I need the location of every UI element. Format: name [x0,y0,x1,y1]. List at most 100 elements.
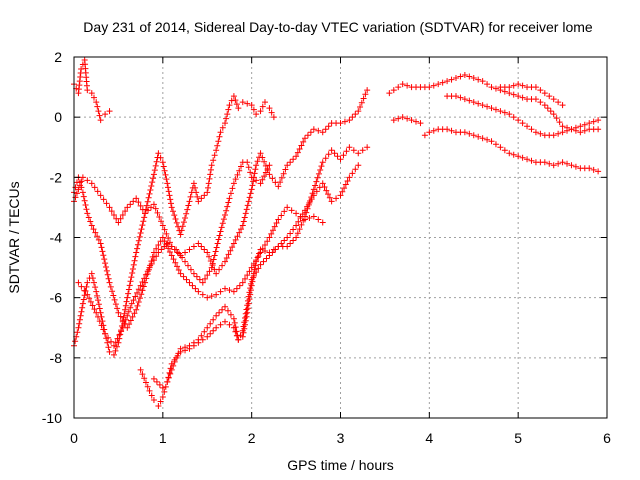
data-point [79,300,86,307]
data-point [84,291,91,298]
data-point [284,234,291,241]
data-point [129,265,136,272]
data-point [152,205,159,212]
y-tick-label: 0 [54,109,62,125]
data-point [204,189,211,196]
data-point [216,133,223,140]
data-point [553,115,560,122]
data-point [559,159,566,166]
data-point [479,78,486,85]
data-point [253,258,260,265]
data-point [84,210,91,217]
data-point [142,210,149,217]
data-point [130,261,137,268]
data-point [211,152,218,159]
data-point [128,300,135,307]
data-point [94,233,101,240]
data-point [315,216,322,223]
data-point [222,258,229,265]
data-point [201,246,208,253]
data-point [140,283,147,290]
data-point [99,248,106,255]
data-point [102,111,109,118]
data-point [235,105,242,112]
data-point [124,312,131,319]
data-point [300,217,307,224]
data-point [162,383,169,390]
data-point [550,132,557,139]
data-point [243,313,250,320]
data-point [278,174,285,181]
data-point [102,330,109,337]
data-point [88,270,95,277]
data-point [137,366,144,373]
data-point [180,219,187,226]
data-point [572,163,579,170]
data-point [163,230,170,237]
data-point [334,153,341,160]
data-point [257,246,264,253]
data-point [137,229,144,236]
data-point [541,159,548,166]
data-point [138,291,145,298]
data-point [244,159,251,166]
data-point [404,82,411,89]
data-point [80,296,87,303]
data-point [222,211,229,218]
data-point [110,351,117,358]
x-tick-label: 4 [425,430,433,446]
data-point [142,379,149,386]
data-point [105,275,112,282]
data-point [537,87,544,94]
data-point [236,167,243,174]
data-point [187,193,194,200]
data-point [275,183,282,190]
data-point [151,167,158,174]
data-point [343,148,350,155]
data-point [252,166,259,173]
data-point [510,114,517,121]
data-point [550,96,557,103]
data-point [399,114,406,121]
data-point [179,254,186,261]
data-point [97,240,104,247]
data-point [355,162,362,169]
data-point [219,306,226,313]
data-point [112,347,119,354]
data-point [300,138,307,145]
data-point [204,272,211,279]
data-point [475,133,482,140]
data-point [404,115,411,122]
data-point [150,396,157,403]
data-point [213,291,220,298]
data-point [352,111,359,118]
data-point [106,348,113,355]
data-point [537,99,544,106]
data-point [572,127,579,134]
data-point [152,162,159,169]
data-point [230,93,237,100]
data-point [174,352,181,359]
data-point [234,171,241,178]
data-point [390,87,397,94]
data-point [519,82,526,89]
data-point [171,212,178,219]
data-point [195,339,202,346]
data-point [577,123,584,130]
data-point [466,97,473,104]
data-point [352,166,359,173]
data-point [257,180,264,187]
data-point [213,270,220,277]
data-point [100,326,107,333]
data-point [107,283,114,290]
data-point [261,99,268,106]
data-point [86,295,93,302]
series-s9 [390,114,424,127]
grid [74,57,607,418]
data-point [128,274,135,281]
data-point [106,108,113,115]
data-point [154,209,161,216]
data-point [222,303,229,310]
data-point [166,369,173,376]
data-point [100,252,107,259]
